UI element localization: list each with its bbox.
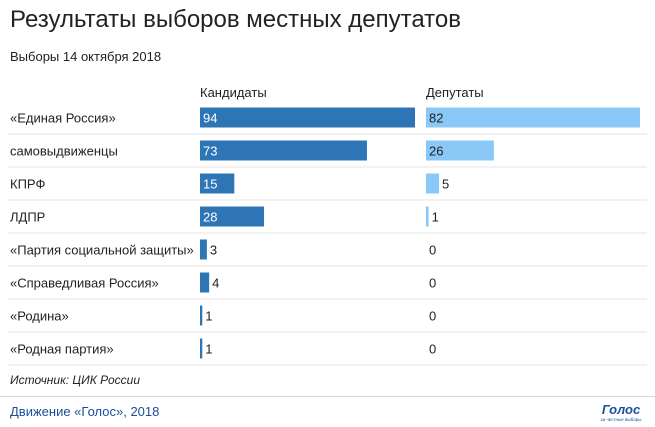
bar-candidates	[200, 206, 265, 227]
value-label-deputies: 82	[429, 111, 443, 126]
value-label-candidates: 73	[203, 144, 217, 159]
category-label: «Справедливая Россия»	[10, 276, 159, 291]
bar-deputies	[426, 107, 640, 128]
bar-deputies	[426, 206, 429, 227]
bar-chart: Кандидаты Депутаты «Единая Россия» 94 82 само…	[8, 85, 647, 366]
value-label-deputies: 0	[429, 243, 436, 258]
bar-candidates	[200, 173, 235, 194]
value-label-deputies: 0	[429, 342, 436, 357]
column-header-deputies: Депутаты	[426, 85, 484, 100]
category-label: «Родная партия»	[10, 342, 114, 357]
value-label-candidates: 4	[212, 276, 219, 291]
value-label-candidates: 3	[210, 243, 217, 258]
value-label-candidates: 94	[203, 111, 217, 126]
value-label-candidates: 1	[205, 342, 212, 357]
value-label-deputies: 0	[429, 309, 436, 324]
bar-candidates	[200, 305, 203, 326]
source-note: Источник: ЦИК России	[10, 373, 141, 387]
footer-credit: Движение «Голос», 2018	[10, 404, 160, 419]
value-label-candidates: 1	[205, 309, 212, 324]
golos-logo: Голос за честные выборы	[601, 402, 642, 422]
bar-candidates	[200, 272, 210, 293]
value-label-candidates: 15	[203, 177, 217, 192]
chart-title: Результаты выборов местных депутатов	[10, 6, 461, 33]
bar-candidates	[200, 107, 415, 128]
category-label: «Партия социальной защиты»	[10, 243, 194, 258]
logo-tagline: за честные выборы	[601, 417, 642, 422]
value-label-deputies: 0	[429, 276, 436, 291]
chart-subtitle: Выборы 14 октября 2018	[10, 49, 162, 64]
category-label: «Родина»	[10, 309, 69, 324]
bar-deputies	[426, 173, 440, 194]
column-header-candidates: Кандидаты	[200, 85, 267, 100]
category-label: самовыдвиженцы	[10, 144, 118, 159]
bar-candidates	[200, 239, 207, 260]
footer-divider	[0, 396, 655, 397]
category-label: «Единая Россия»	[10, 111, 116, 126]
bar-candidates	[200, 140, 367, 161]
value-label-deputies: 26	[429, 144, 443, 159]
value-label-candidates: 28	[203, 210, 217, 225]
bar-candidates	[200, 338, 203, 359]
logo-wordmark: Голос	[602, 402, 641, 417]
bar-deputies	[426, 140, 494, 161]
category-label: ЛДПР	[10, 210, 45, 225]
category-label: КПРФ	[10, 177, 45, 192]
value-label-deputies: 1	[432, 210, 439, 225]
value-label-deputies: 5	[442, 177, 449, 192]
